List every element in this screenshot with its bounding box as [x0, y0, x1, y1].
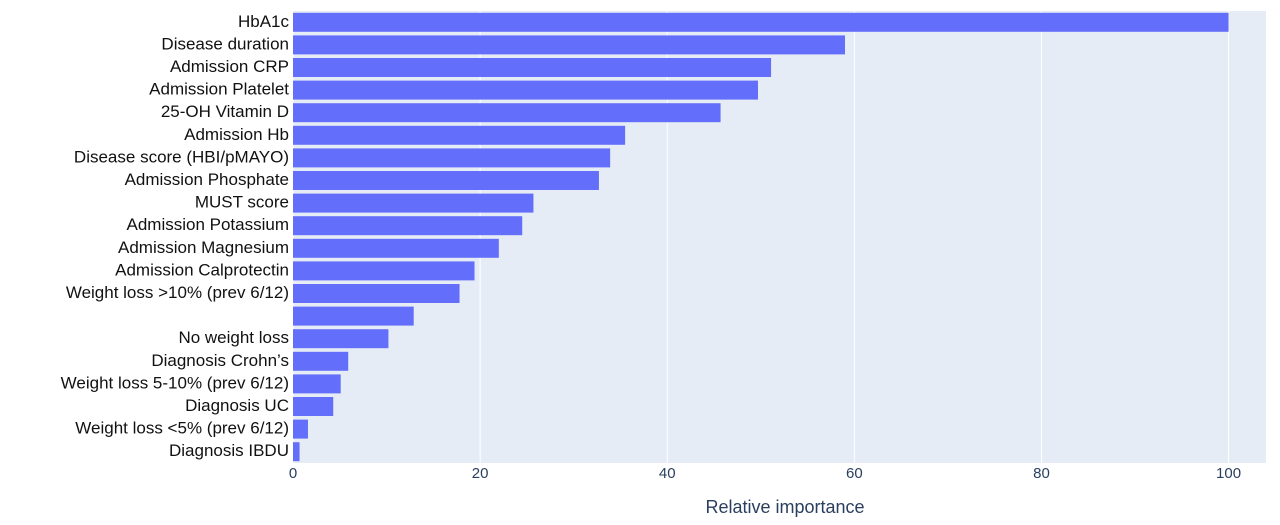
bar — [293, 148, 611, 168]
plot-area — [293, 11, 1266, 463]
y-tick-label: Admission Magnesium — [118, 238, 289, 257]
bar — [293, 238, 499, 258]
y-tick-label: Diagnosis Crohn’s — [151, 351, 289, 370]
bar — [293, 216, 523, 236]
x-tick-label: 40 — [659, 465, 676, 482]
x-tick-label: 0 — [289, 465, 297, 482]
bar — [293, 284, 460, 303]
bar — [293, 103, 721, 123]
x-tick-label: 60 — [846, 465, 863, 482]
bar — [293, 80, 758, 100]
y-tick-label: Admission Hb — [184, 125, 289, 144]
bar — [293, 58, 772, 77]
y-tick-label: Weight loss >10% (prev 6/12) — [66, 283, 289, 302]
bar — [293, 261, 475, 281]
x-tick-label: 100 — [1216, 465, 1241, 482]
y-tick-label: Admission Potassium — [126, 215, 289, 234]
y-tick-label: Diagnosis IBDU — [169, 441, 289, 460]
bar — [293, 12, 1229, 32]
bar — [293, 419, 308, 439]
y-tick-label: Disease duration — [161, 34, 289, 53]
y-tick-label: Admission Phosphate — [125, 170, 289, 189]
x-tick-label: 80 — [1033, 465, 1050, 482]
y-tick-label: MUST score — [195, 193, 289, 212]
bar — [293, 35, 845, 55]
bar — [293, 171, 599, 190]
y-tick-label: Admission Platelet — [149, 80, 289, 99]
x-tick-label: 20 — [472, 465, 489, 482]
bar — [293, 442, 300, 462]
y-tick-label: HbA1c — [238, 12, 290, 31]
y-tick-label: Weight loss 5-10% (prev 6/12) — [61, 373, 289, 392]
bar — [293, 329, 389, 349]
bar — [293, 306, 414, 326]
y-tick-label: Weight loss <5% (prev 6/12) — [75, 419, 289, 438]
y-tick-label: 25-OH Vitamin D — [161, 102, 289, 121]
y-tick-label: Diagnosis UC — [185, 396, 289, 415]
bar — [293, 351, 349, 371]
y-tick-label: Admission Calprotectin — [115, 260, 289, 279]
bar — [293, 397, 334, 416]
y-tick-label: Disease score (HBI/pMAYO) — [74, 147, 289, 166]
y-tick-label: Admission CRP — [170, 57, 289, 76]
y-tick-label: No weight loss — [178, 328, 289, 347]
bar — [293, 193, 534, 213]
x-axis-title: Relative importance — [705, 497, 864, 517]
bar — [293, 125, 626, 145]
bar — [293, 374, 341, 394]
